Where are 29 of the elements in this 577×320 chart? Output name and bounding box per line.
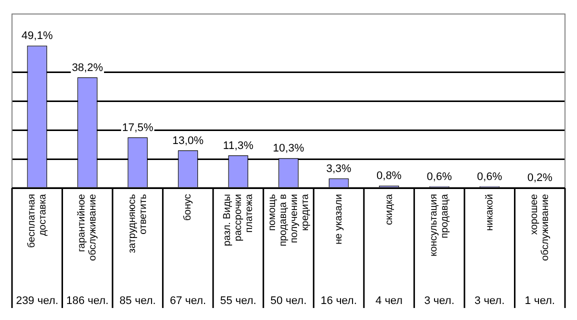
data-label: 10,3% (272, 142, 304, 155)
x-tick-label: консультация продавца (428, 194, 451, 256)
x-tick-label: не указали (334, 194, 345, 244)
x-tick-label: скидка (384, 194, 395, 225)
text: 16 чел. (320, 295, 357, 307)
data-label: 17,5% (122, 122, 154, 134)
data-label: 0,2% (527, 172, 553, 184)
data-label: 0,6% (477, 170, 502, 183)
data-label: 13,0% (172, 134, 204, 147)
data-label: 3,3% (326, 162, 352, 175)
text: 3 чел. (424, 295, 454, 307)
text: 4 чел (376, 295, 403, 307)
text: 3 чел. (474, 295, 505, 307)
data-label: 49,1% (22, 30, 53, 42)
x-tick-label: разл. Виды рассрочки платежа (222, 194, 255, 246)
text: 50 чел. (270, 295, 307, 307)
x-tick-label: никакой (484, 194, 496, 231)
text: 67 чел. (170, 295, 206, 307)
text: 239 чел. (16, 295, 58, 307)
data-label: 38,2% (72, 62, 104, 74)
x-tick-label: бонус (182, 194, 194, 221)
text: 1 чел. (524, 295, 555, 307)
data-label: 0,8% (376, 170, 402, 182)
data-label: 11,3% (223, 140, 254, 152)
text: 85 чел. (120, 295, 156, 307)
text: 55 чел. (220, 295, 256, 307)
text: 186 чел. (66, 295, 109, 307)
data-label: 0,6% (426, 170, 452, 183)
x-tick-label: бесплатная доставка (26, 194, 48, 248)
